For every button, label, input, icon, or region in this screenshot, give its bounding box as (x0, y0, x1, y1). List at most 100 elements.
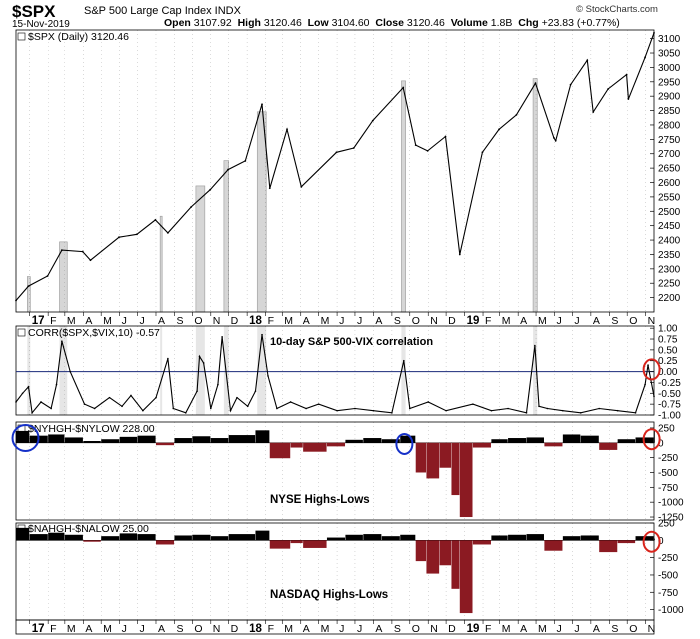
nasdaq-legend-swatch (17, 524, 26, 533)
x-tick-label-bottom: J (140, 623, 145, 635)
volume-value: 1.8B (490, 17, 513, 29)
correlation-point (246, 405, 249, 408)
y-tick-label: 2800 (658, 120, 681, 131)
correlation-point (507, 407, 509, 410)
x-tick-label-bottom: J (122, 623, 127, 635)
nasdaq-bar (255, 530, 270, 541)
correlation-point (202, 362, 205, 364)
annotation-circle (395, 432, 414, 455)
price-point (15, 299, 17, 302)
x-tick-label-price: M (103, 315, 112, 327)
correlation-point (108, 396, 111, 399)
nasdaq-annotation: NASDAQ Highs-Lows (270, 589, 388, 601)
nyse-bar (210, 438, 229, 443)
x-tick-label-price: N (430, 315, 438, 327)
nyse-bar (48, 434, 65, 443)
chart-date: 15-Nov-2019 (12, 19, 70, 30)
annotation-circle (642, 428, 661, 451)
nasdaq-bar (16, 527, 30, 541)
correlation-point (647, 364, 649, 366)
price-point (371, 119, 374, 122)
highlight-band-correlation (533, 326, 538, 415)
nasdaq-bar (363, 534, 382, 541)
y-tick-label: 2700 (658, 149, 681, 160)
x-tick-label-bottom: J (557, 623, 562, 635)
x-tick-label-bottom: J (339, 623, 344, 635)
y-tick-label: 2300 (658, 264, 681, 275)
nyse-bar (580, 435, 599, 443)
nasdaq-bar (491, 535, 508, 541)
nasdaq-bar (48, 532, 65, 541)
nyse-bar (508, 438, 527, 443)
nasdaq-bar (155, 540, 175, 545)
close-label: Close (375, 17, 404, 29)
correlation-point (130, 394, 132, 397)
correlation-point (50, 407, 52, 410)
price-point (244, 160, 247, 162)
price-point (167, 231, 169, 234)
correlation-legend-text: CORR($SPX,$VIX,10) -0.57 (28, 327, 160, 339)
nyse-bar (415, 442, 427, 473)
correlation-line (15, 334, 655, 415)
x-tick-label-bottom: S (176, 623, 183, 635)
nasdaq-bar (415, 540, 427, 562)
x-tick-label-price: O (629, 315, 637, 327)
y-tick-label: 0.75 (658, 335, 678, 346)
nyse-bar (617, 439, 636, 443)
price-point (534, 82, 537, 85)
y-tick-label: 250 (658, 423, 675, 434)
y-tick-label: -750 (658, 483, 678, 494)
nasdaq-bar (119, 533, 138, 541)
highlight-band-correlation (401, 326, 406, 415)
price-point (335, 151, 338, 154)
correlation-point (155, 396, 157, 399)
correlation-point (653, 395, 655, 398)
nasdaq-bar (400, 534, 416, 541)
y-tick-label: 250 (658, 519, 675, 530)
nasdaq-bar (269, 540, 291, 549)
correlation-point (27, 385, 30, 388)
x-tick-label-bottom: M (538, 623, 547, 635)
price-legend-swatch (17, 32, 26, 41)
x-tick-label-price: F (268, 315, 274, 327)
annotation-circle (642, 358, 661, 381)
correlation-point (317, 403, 320, 405)
highlight-band-correlation (195, 326, 205, 415)
y-tick-label: 2600 (658, 178, 681, 189)
correlation-point (55, 383, 58, 386)
price-point (554, 139, 557, 142)
highlight-band (195, 185, 206, 313)
y-tick-label: 2500 (658, 207, 681, 218)
price-point (627, 98, 630, 100)
correlation-point (236, 396, 238, 399)
y-tick-label: 2650 (658, 164, 681, 175)
y-tick-label: -0.50 (658, 389, 681, 400)
y-tick-label: -1250 (658, 513, 684, 524)
x-tick-label-price: A (520, 315, 527, 327)
x-tick-label-bottom: 18 (249, 623, 262, 635)
nasdaq-bar (101, 536, 120, 541)
y-tick-label: 0 (658, 536, 664, 547)
nasdaq-bar (29, 534, 48, 541)
nasdaq-bar (228, 534, 256, 541)
x-tick-label-bottom: O (194, 623, 202, 635)
nasdaq-bar (526, 534, 544, 541)
price-point (118, 236, 120, 239)
nasdaq-bar (303, 540, 327, 548)
chg-value: +23.83 (+0.77%) (541, 17, 620, 29)
correlation-point (142, 409, 144, 412)
nyse-bar (459, 442, 473, 518)
correlation-point (538, 405, 540, 408)
panel-frame-price (15, 29, 655, 313)
correlation-point (644, 383, 646, 386)
stockcharts-credit: © StockCharts.com (576, 4, 658, 15)
y-tick-label: 3000 (658, 63, 681, 74)
nyse-bar (491, 439, 508, 443)
price-line (15, 32, 655, 301)
x-tick-label-price: J (357, 315, 362, 327)
nyse-bar (119, 436, 138, 443)
nyse-bar (562, 434, 581, 443)
panel-frame-correlation (15, 325, 655, 416)
correlation-annotation: 10-day S&P 500-VIX correlation (270, 336, 433, 348)
y-tick-label: 3050 (658, 49, 681, 60)
